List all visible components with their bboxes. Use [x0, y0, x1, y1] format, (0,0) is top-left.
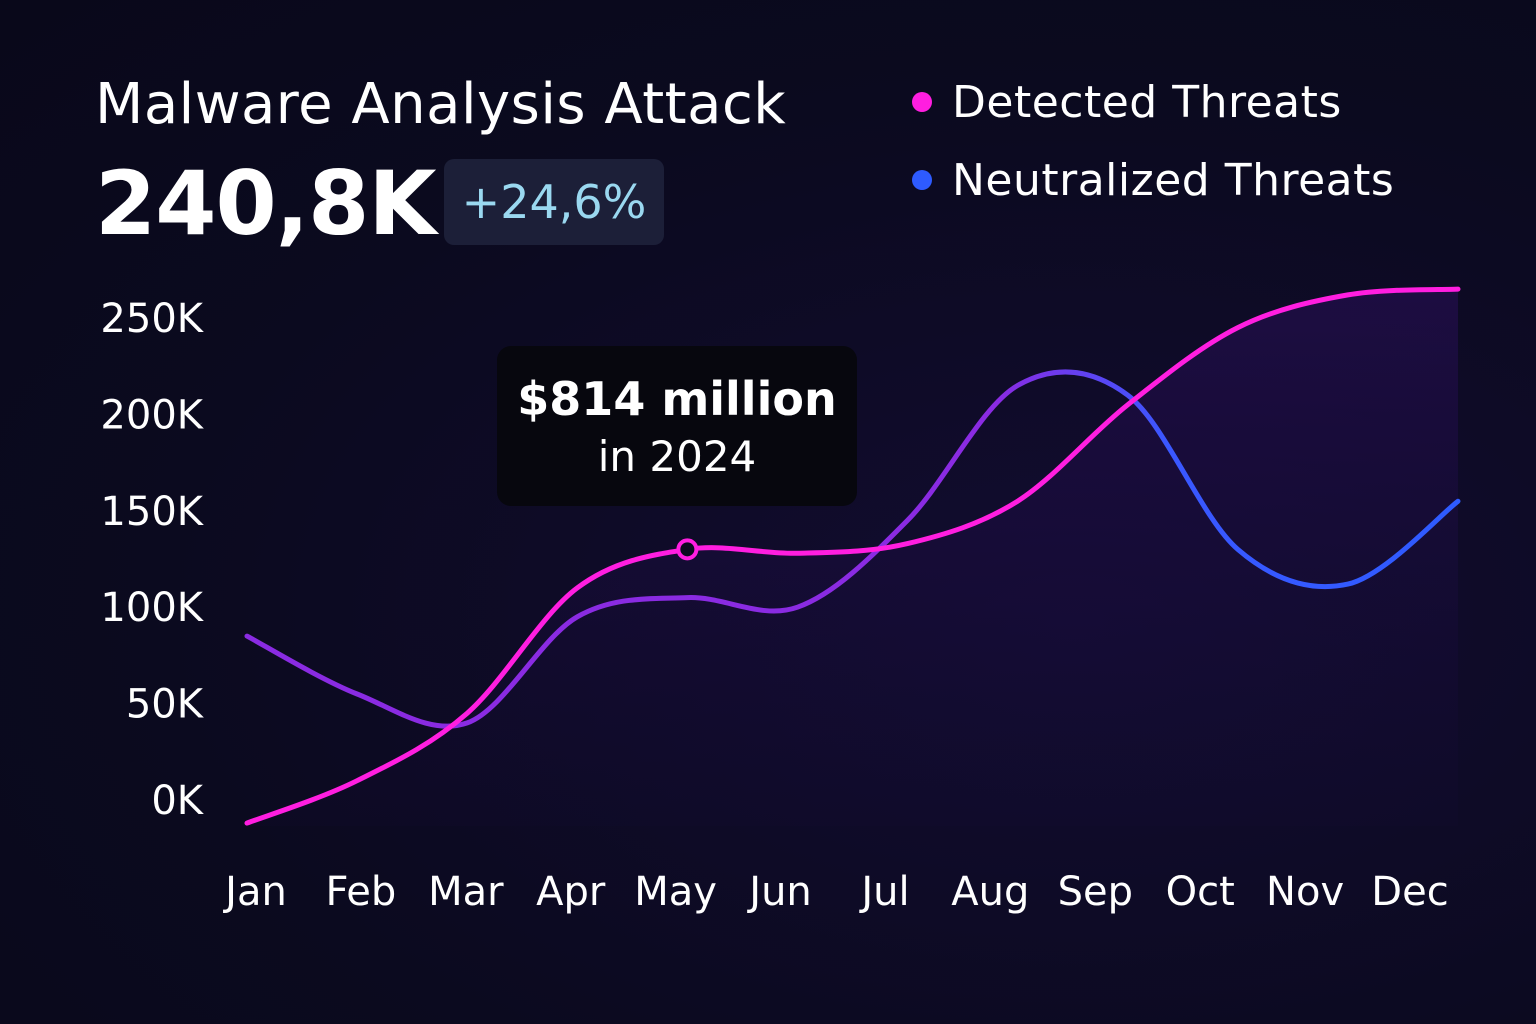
x-tick-label: Dec — [1371, 869, 1448, 915]
legend-item-detected[interactable]: Detected Threats — [912, 76, 1394, 128]
callout-value: $814 million — [517, 371, 837, 426]
legend-dot-neutralized — [912, 170, 932, 190]
y-tick-label: 0K — [151, 778, 204, 824]
line-layer — [244, 286, 1461, 826]
x-tick-label: Mar — [428, 869, 504, 915]
legend-item-neutralized[interactable]: Neutralized Threats — [912, 154, 1394, 206]
marker-layer — [676, 538, 699, 561]
x-tick-label: Oct — [1166, 869, 1235, 915]
change-badge: +24,6% — [444, 159, 664, 245]
y-tick-label: 100K — [100, 585, 204, 631]
legend-label-detected: Detected Threats — [952, 76, 1342, 128]
series-line-detected — [244, 286, 1461, 826]
legend-dot-detected — [912, 92, 932, 112]
y-tick-label: 150K — [100, 489, 204, 535]
x-axis: Jan Feb Mar Apr May Jun Jul Aug Sep Oct Nov Dec — [222, 869, 1449, 915]
callout-box: $814 million in 2024 — [497, 346, 857, 506]
legend-label-neutralized: Neutralized Threats — [952, 154, 1395, 206]
legend: Detected Threats Neutralized Threats — [912, 76, 1394, 232]
x-tick-label: May — [634, 869, 717, 915]
y-tick-label: 250K — [100, 296, 204, 342]
total-value: 240,8K — [95, 152, 437, 255]
x-tick-label: Apr — [536, 869, 606, 915]
change-value: +24,6% — [461, 175, 647, 229]
chart-title: Malware Analysis Attack — [95, 72, 787, 137]
x-tick-label: Nov — [1266, 869, 1344, 915]
x-tick-label: Jun — [746, 869, 812, 915]
y-axis: 0K 50K 100K 150K 200K 250K — [100, 296, 204, 824]
y-tick-label: 50K — [126, 682, 205, 728]
callout-marker[interactable] — [676, 538, 699, 561]
x-tick-label: Jul — [858, 869, 909, 915]
x-tick-label: Feb — [325, 869, 396, 915]
x-tick-label: Jan — [222, 869, 287, 915]
y-tick-label: 200K — [100, 392, 204, 438]
callout-subtitle: in 2024 — [597, 431, 757, 481]
x-tick-label: Sep — [1058, 869, 1133, 915]
x-tick-label: Aug — [951, 869, 1029, 915]
